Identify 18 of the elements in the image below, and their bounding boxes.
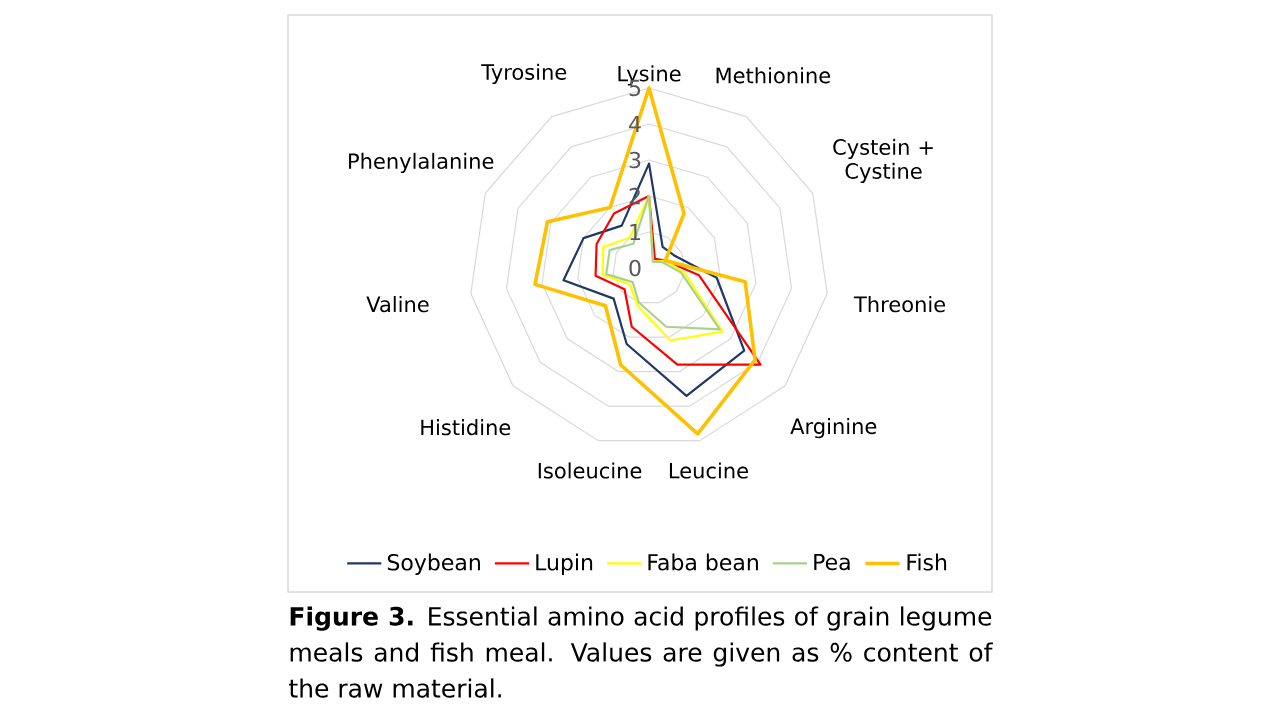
spoke-label: Tyrosine	[481, 63, 567, 85]
spoke-label: Leucine	[669, 462, 748, 479]
spoke-label: Valine	[366, 295, 429, 313]
spoke-label: Cystein + Cystine	[833, 138, 933, 184]
y-tick-label: 0	[629, 259, 641, 277]
legend-label: Fish	[907, 553, 947, 571]
legend-label: Faba bean	[648, 553, 758, 571]
spoke-label: Histidine	[421, 419, 511, 436]
legend-label: Soybean	[387, 553, 480, 575]
legend-label: Lupin	[536, 553, 593, 575]
spoke-label: Phenylalanine	[349, 152, 494, 174]
y-tick-label: 3	[629, 151, 641, 169]
legend-label: Pea	[814, 553, 850, 571]
text: Figure 3. Essential amino acid profiles of grain legume meals and fish meal. Values are given as % content of the raw material.	[289, 606, 993, 698]
spoke-label: Arginine	[790, 417, 877, 439]
spoke-label: Isoleucine	[538, 462, 642, 479]
spoke-label: Methionine	[716, 67, 831, 84]
spoke-label: Threonie	[853, 295, 946, 313]
